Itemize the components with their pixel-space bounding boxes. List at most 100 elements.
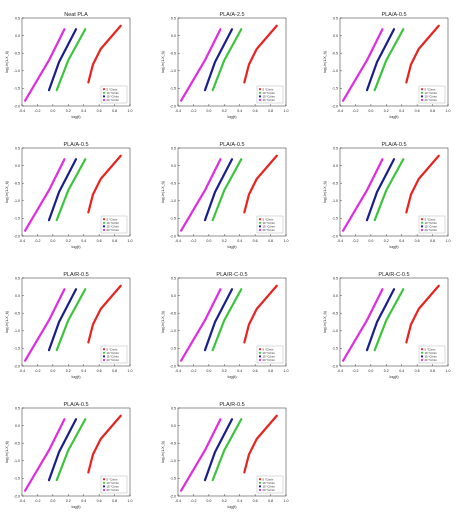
y-axis-label: log(-ln(1-X_t)) xyxy=(323,51,327,73)
legend-label: 10 °C/min xyxy=(107,91,120,95)
legend-swatch xyxy=(258,88,262,91)
x-tick-label: 0.6 xyxy=(415,239,420,243)
chart-panel-2: PLA/A-2.5 -0.4 -0.2 0.0 0.2 0.4 0.6 0.8 1.0 -2.0 -… xyxy=(161,12,289,119)
y-tick-label: 0.5 xyxy=(15,406,20,410)
chart-title: PLA/R-C-0.5 xyxy=(216,272,247,278)
x-tick-label: 0.0 xyxy=(50,369,55,373)
x-tick-label: 0.8 xyxy=(268,109,273,113)
x-tick-label: 0.0 xyxy=(206,109,211,113)
legend-label: 5 °C/min xyxy=(263,217,274,221)
y-tick-label: 0.0 xyxy=(15,164,20,168)
legend-label: 5 °C/min xyxy=(425,87,436,91)
plot-frame xyxy=(177,147,287,237)
x-tick-label: 0.0 xyxy=(206,239,211,243)
legend-swatch xyxy=(102,485,106,488)
series-line-1 xyxy=(87,24,122,84)
y-tick-label: -1.0 xyxy=(14,69,20,73)
y-tick-label: -0.5 xyxy=(170,52,176,56)
x-axis-label: log(t) xyxy=(71,374,81,379)
y-tick-label: -0.5 xyxy=(14,52,20,56)
legend-swatch xyxy=(258,221,262,224)
y-tick-label: 0.5 xyxy=(333,276,338,280)
x-tick-label: 0.2 xyxy=(222,369,227,373)
x-tick-label: 0.8 xyxy=(112,369,117,373)
x-tick-label: -0.4 xyxy=(19,109,25,113)
x-tick-label: -0.2 xyxy=(352,109,358,113)
x-tick-label: 0.6 xyxy=(97,499,102,503)
legend-label: 10 °C/min xyxy=(263,221,276,225)
x-tick-label: 1.0 xyxy=(128,239,133,243)
y-tick-label: -0.5 xyxy=(14,312,20,316)
legend-box xyxy=(256,85,284,104)
chart-panel-5: PLA/A-0.5 -0.4 -0.2 0.0 0.2 0.4 0.6 0.8 1.0 -2.0 -… xyxy=(161,142,289,249)
legend-label: 20 °C/min xyxy=(425,98,438,102)
legend-label: 10 °C/min xyxy=(263,351,276,355)
legend-swatch xyxy=(258,98,262,102)
legend-swatch xyxy=(102,218,106,221)
legend-swatch xyxy=(102,98,106,102)
chart-panel-1: Neat PLA -0.4 -0.2 0.0 0.2 0.4 0.6 0.8 1.0 -2.0 -1… xyxy=(5,12,133,119)
y-tick-label: -1.0 xyxy=(332,329,338,333)
x-tick-label: 0.2 xyxy=(222,239,227,243)
y-tick-label: -0.5 xyxy=(332,52,338,56)
legend-box xyxy=(100,85,128,104)
y-tick-label: 0.5 xyxy=(171,406,176,410)
x-tick-label: 0.4 xyxy=(81,239,86,243)
x-tick-label: -0.4 xyxy=(337,109,343,113)
legend-swatch xyxy=(102,351,106,354)
x-tick-label: 0.8 xyxy=(430,239,435,243)
x-tick-label: 0.4 xyxy=(399,239,404,243)
series-line-1 xyxy=(243,284,278,344)
legend-swatch xyxy=(258,228,262,232)
y-tick-label: -1.5 xyxy=(14,217,20,221)
x-tick-label: -0.2 xyxy=(190,499,196,503)
series-line-4 xyxy=(23,158,66,232)
legend-label: 5 °C/min xyxy=(107,87,118,91)
legend-box xyxy=(100,345,128,364)
legend-swatch xyxy=(102,95,106,98)
legend-box xyxy=(418,345,446,364)
legend-swatch xyxy=(102,225,106,228)
x-tick-label: 0.0 xyxy=(206,369,211,373)
legend-swatch xyxy=(102,481,106,484)
series-line-3 xyxy=(365,288,396,352)
x-tick-label: 0.8 xyxy=(112,109,117,113)
x-tick-label: 0.2 xyxy=(384,109,389,113)
legend-box xyxy=(100,215,128,234)
legend-swatch xyxy=(420,351,424,354)
legend-box xyxy=(418,85,446,104)
x-tick-label: 0.8 xyxy=(268,239,273,243)
x-tick-label: -0.2 xyxy=(34,369,40,373)
legend-swatch xyxy=(258,355,262,358)
x-axis-label: log(t) xyxy=(227,244,237,249)
chart-panel-3: PLA/A-0.5 -0.4 -0.2 0.0 0.2 0.4 0.6 0.8 1.0 -2.0 -… xyxy=(323,12,451,119)
legend-swatch xyxy=(258,95,262,98)
chart-title: PLA/A-0.5 xyxy=(381,142,406,148)
y-tick-label: -0.5 xyxy=(170,442,176,446)
legend-swatch xyxy=(258,478,262,481)
x-axis-label: log(t) xyxy=(227,374,237,379)
plot-frame xyxy=(177,17,287,107)
x-tick-label: 0.6 xyxy=(253,109,258,113)
y-tick-label: 0.5 xyxy=(15,276,20,280)
series-line-3 xyxy=(203,418,234,482)
legend-box xyxy=(256,215,284,234)
plot-frame xyxy=(21,407,131,497)
x-tick-label: -0.4 xyxy=(337,369,343,373)
y-tick-label: -1.0 xyxy=(14,329,20,333)
series-line-4 xyxy=(179,418,222,492)
y-axis-label: log(-ln(1-X_t)) xyxy=(323,181,327,203)
x-tick-label: 0.6 xyxy=(253,239,258,243)
x-axis-label: log(t) xyxy=(71,504,81,509)
legend-swatch xyxy=(258,488,262,492)
y-tick-label: -1.0 xyxy=(170,199,176,203)
y-tick-label: -1.0 xyxy=(332,69,338,73)
legend-label: 20 °C/min xyxy=(107,488,120,492)
y-axis-label: log(-ln(1-X_t)) xyxy=(5,311,9,333)
chart-title: PLA/A-2.5 xyxy=(219,12,244,18)
series-line-1 xyxy=(87,284,122,344)
y-tick-label: 0.5 xyxy=(171,276,176,280)
legend-swatch xyxy=(102,348,106,351)
legend-label: 15 °C/min xyxy=(425,225,438,229)
